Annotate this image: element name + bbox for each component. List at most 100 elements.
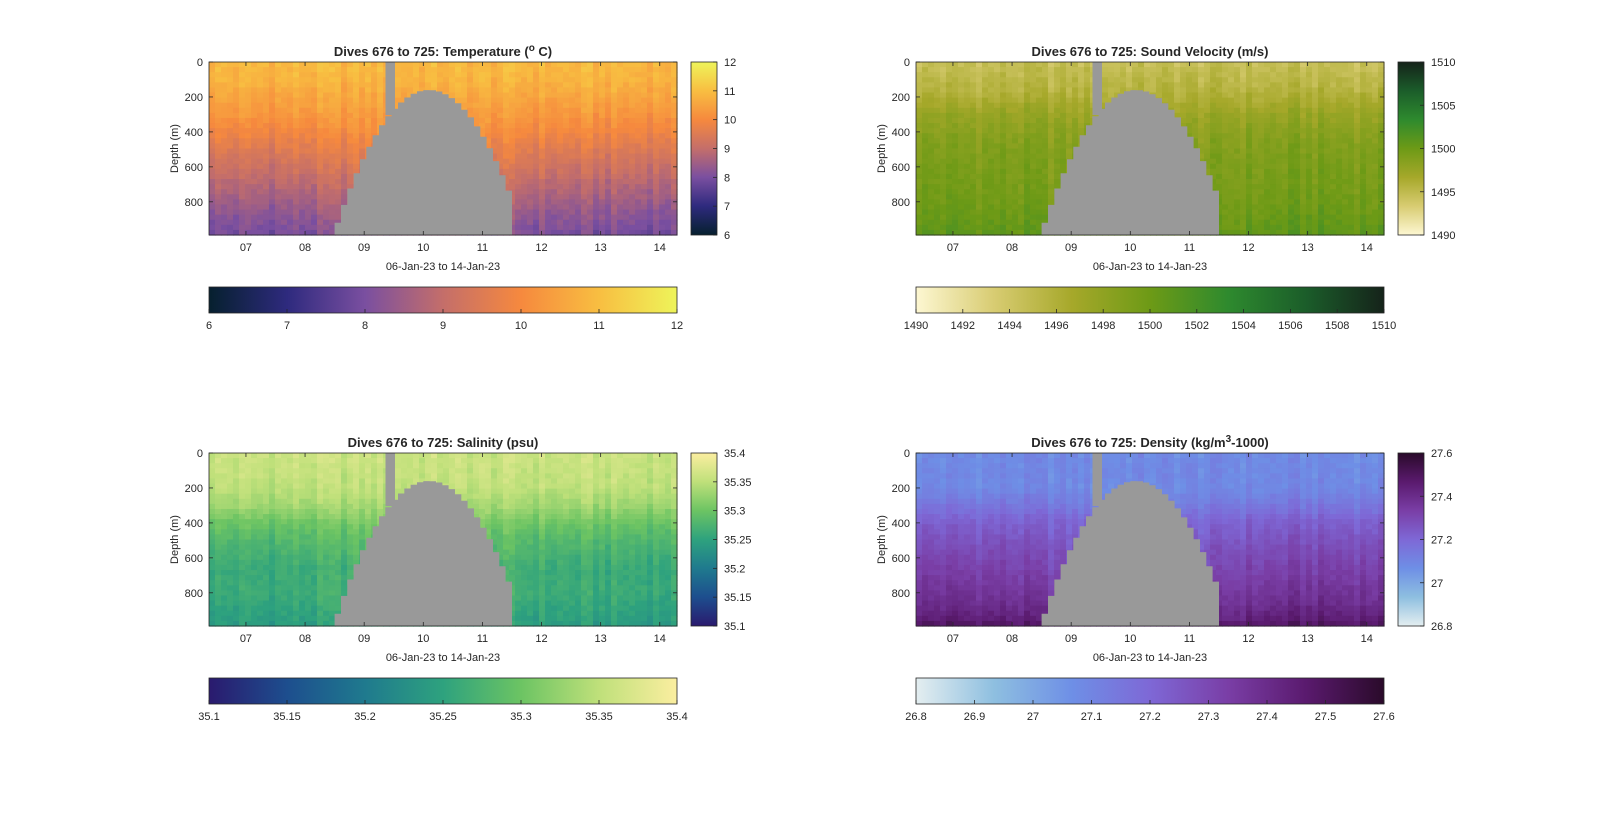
heatmap-cell	[287, 82, 294, 89]
heatmap-cell	[916, 82, 923, 89]
heatmap-cell	[1282, 92, 1289, 99]
heatmap-cell	[1030, 173, 1037, 180]
heatmap-cell	[329, 112, 336, 119]
heatmap-cell	[323, 82, 330, 89]
heatmap-cell	[617, 67, 624, 73]
heatmap-cell	[1252, 87, 1259, 94]
heatmap-cell	[299, 138, 306, 145]
heatmap-cell	[245, 112, 252, 119]
heatmap-cell	[503, 107, 510, 114]
heatmap-cell	[287, 214, 294, 221]
heatmap-cell	[1180, 92, 1187, 99]
heatmap-cell	[263, 97, 270, 104]
heatmap-cell	[287, 189, 294, 195]
heatmap-cell	[1066, 133, 1073, 139]
heatmap-cell	[473, 112, 480, 119]
heatmap-cell	[245, 92, 252, 99]
heatmap-cell	[521, 163, 528, 170]
heatmap-cell	[671, 92, 678, 99]
heatmap-cell	[473, 92, 480, 99]
heatmap-cell	[1012, 102, 1019, 109]
heatmap-cell	[1000, 214, 1007, 221]
heatmap-cell	[593, 112, 600, 119]
heatmap-cell	[557, 97, 564, 104]
heatmap-cell	[1240, 214, 1247, 221]
heatmap-cell	[371, 72, 378, 78]
sound-velocity-title: Dives 676 to 725: Sound Velocity (m/s)	[1032, 44, 1269, 59]
heatmap-cell	[623, 67, 630, 73]
heatmap-cell	[227, 204, 234, 211]
heatmap-cell	[1162, 97, 1169, 104]
heatmap-cell	[1012, 62, 1019, 68]
heatmap-cell	[928, 173, 935, 180]
heatmap-cell	[1276, 219, 1283, 226]
heatmap-cell	[341, 117, 348, 124]
heatmap-cell	[599, 77, 606, 83]
heatmap-cell	[365, 97, 372, 104]
heatmap-cell	[617, 229, 624, 236]
heatmap-cell	[635, 112, 642, 119]
heatmap-cell	[1306, 158, 1313, 165]
heatmap-cell	[1180, 77, 1187, 83]
heatmap-cell	[365, 92, 372, 99]
heatmap-cell	[1294, 209, 1301, 216]
heatmap-cell	[215, 173, 222, 180]
heatmap-cell	[1030, 62, 1037, 68]
heatmap-cell	[299, 194, 306, 200]
heatmap-cell	[299, 219, 306, 226]
heatmap-cell	[1216, 87, 1223, 94]
heatmap-cell	[575, 173, 582, 180]
heatmap-cell	[527, 153, 534, 160]
heatmap-cell	[269, 87, 276, 94]
heatmap-cell	[395, 82, 402, 89]
heatmap-cell	[329, 67, 336, 73]
heatmap-cell	[257, 158, 264, 165]
heatmap-cell	[341, 97, 348, 104]
heatmap-cell	[928, 199, 935, 206]
heatmap-cell	[605, 209, 612, 216]
heatmap-cell	[587, 102, 594, 109]
heatmap-cell	[581, 214, 588, 221]
heatmap-cell	[1300, 229, 1307, 236]
heatmap-cell	[1222, 153, 1229, 160]
heatmap-cell	[533, 112, 540, 119]
heatmap-cell	[509, 67, 516, 73]
heatmap-cell	[976, 194, 983, 200]
heatmap-cell	[1024, 224, 1031, 231]
heatmap-cell	[952, 163, 959, 170]
heatmap-cell	[587, 224, 594, 231]
heatmap-cell	[1006, 138, 1013, 145]
heatmap-cell	[485, 72, 492, 78]
heatmap-cell	[665, 62, 672, 68]
heatmap-cell	[976, 72, 983, 78]
heatmap-cell	[1030, 112, 1037, 119]
heatmap-cell	[1102, 67, 1109, 73]
heatmap-cell	[1210, 138, 1217, 145]
heatmap-cell	[1030, 194, 1037, 200]
heatmap-cell	[665, 158, 672, 165]
heatmap-cell	[641, 184, 648, 190]
heatmap-cell	[1240, 158, 1247, 165]
heatmap-cell	[1258, 107, 1265, 114]
heatmap-cell	[503, 87, 510, 94]
heatmap-cell	[1012, 138, 1019, 145]
heatmap-cell	[341, 184, 348, 190]
heatmap-cell	[1132, 62, 1139, 68]
heatmap-cell	[593, 138, 600, 145]
heatmap-cell	[1210, 133, 1217, 139]
heatmap-cell	[934, 112, 941, 119]
heatmap-cell	[1228, 158, 1235, 165]
heatmap-cell	[233, 77, 240, 83]
heatmap-cell	[982, 209, 989, 216]
heatmap-cell	[1078, 77, 1085, 83]
heatmap-cell	[623, 224, 630, 231]
heatmap-cell	[1060, 87, 1067, 94]
heatmap-cell	[1042, 77, 1049, 83]
heatmap-cell	[227, 107, 234, 114]
heatmap-cell	[970, 179, 977, 185]
heatmap-cell	[299, 163, 306, 170]
heatmap-cell	[209, 184, 216, 190]
heatmap-cell	[1282, 128, 1289, 134]
heatmap-cell	[233, 128, 240, 134]
heatmap-cell	[1228, 67, 1235, 73]
